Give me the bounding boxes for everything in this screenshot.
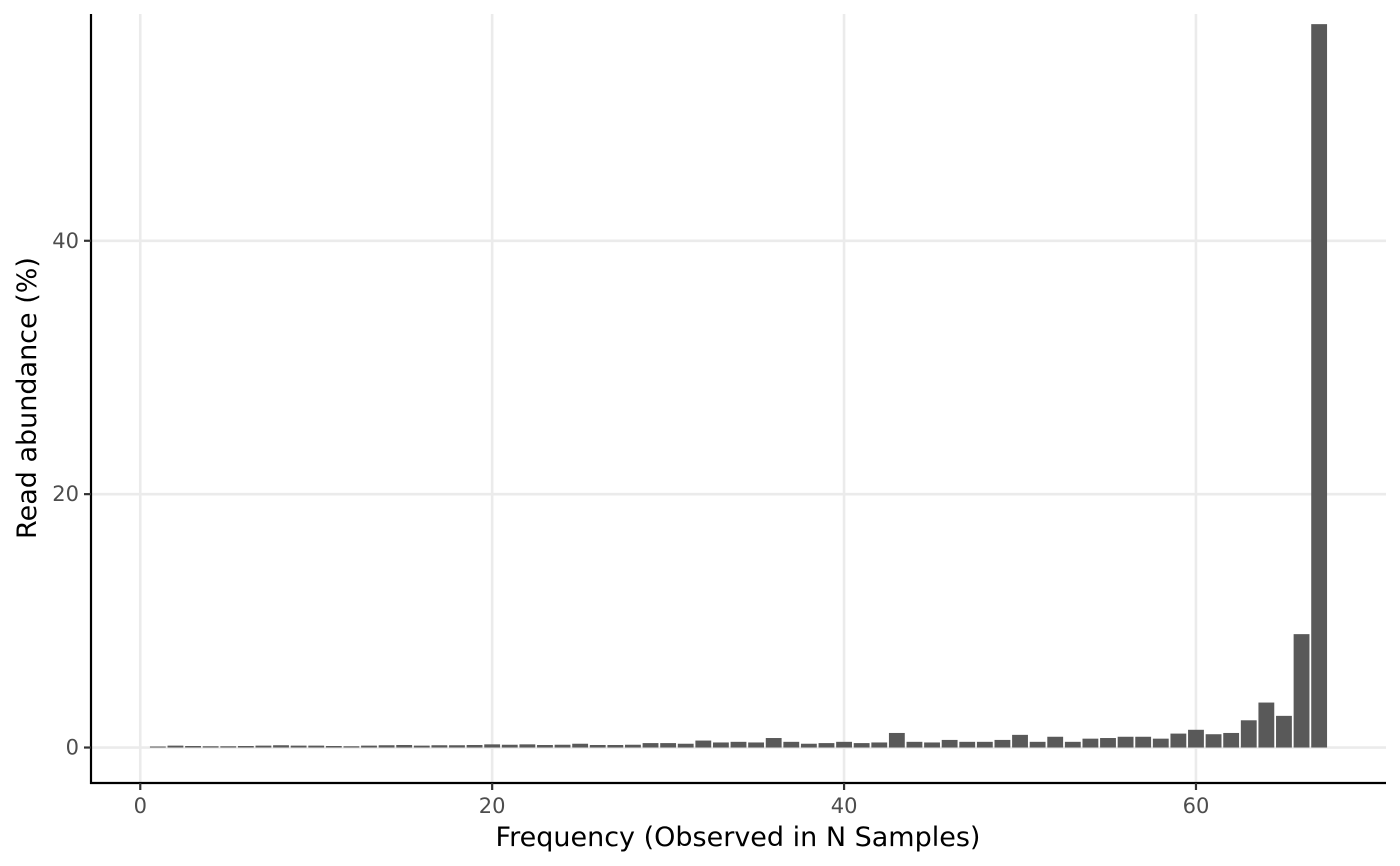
- x-tick-label: 60: [1183, 794, 1210, 818]
- bar: [572, 743, 589, 748]
- bar: [625, 744, 641, 748]
- bar: [1188, 729, 1204, 748]
- axes: [89, 14, 1386, 785]
- bar: [1205, 734, 1222, 748]
- bar: [220, 746, 237, 748]
- bar: [695, 740, 712, 748]
- x-axis-title: Frequency (Observed in N Samples): [496, 822, 981, 853]
- y-tick-label: 40: [52, 229, 79, 253]
- bar: [941, 739, 958, 748]
- bar: [924, 742, 940, 748]
- bar: [1135, 736, 1152, 748]
- bar: [589, 744, 606, 748]
- bars: [149, 24, 1328, 748]
- bar: [519, 744, 536, 748]
- bar: [1170, 733, 1187, 748]
- bar: [202, 746, 219, 748]
- grid-lines: [91, 14, 1386, 783]
- bar: [431, 745, 448, 748]
- bar: [1064, 741, 1081, 748]
- bar: [748, 742, 765, 748]
- bar: [1100, 738, 1116, 748]
- bar: [396, 744, 413, 748]
- bar: [959, 741, 976, 748]
- bar: [484, 744, 501, 748]
- bar: [1311, 24, 1328, 748]
- bar: [871, 742, 888, 748]
- bar: [167, 745, 184, 748]
- bar: [1029, 741, 1046, 748]
- bar: [413, 745, 430, 748]
- bar: [853, 743, 870, 748]
- bar: [888, 732, 905, 748]
- bar: [466, 744, 483, 748]
- bar: [1012, 734, 1028, 748]
- bar: [800, 743, 817, 748]
- bar: [1240, 720, 1257, 748]
- bar: [325, 746, 342, 748]
- bar: [1117, 736, 1134, 748]
- bar: [906, 741, 923, 748]
- bar: [554, 744, 571, 748]
- bar: [1276, 715, 1292, 748]
- bar: [607, 744, 624, 748]
- y-tick-label: 0: [66, 736, 79, 760]
- bar: [449, 745, 465, 748]
- bar: [1293, 634, 1310, 748]
- bar: [642, 743, 659, 748]
- bar: [273, 745, 289, 748]
- bar: [537, 744, 553, 748]
- bar: [149, 746, 166, 748]
- y-tick-label: 20: [52, 482, 79, 506]
- bar: [290, 745, 307, 748]
- bar: [255, 745, 272, 748]
- bar: [660, 743, 677, 748]
- x-ticks: 0 20 40 60: [134, 783, 1210, 818]
- y-ticks: 0 20 40: [52, 229, 91, 760]
- bar: [1223, 732, 1240, 748]
- bar: [818, 743, 835, 748]
- bar: [237, 746, 254, 748]
- bar: [1082, 738, 1099, 748]
- bar: [712, 742, 729, 748]
- bar: [378, 745, 395, 748]
- bar: [783, 741, 800, 748]
- bar: [976, 741, 993, 748]
- bar: [994, 739, 1011, 748]
- bar: [343, 746, 360, 748]
- y-axis-title: Read abundance (%): [12, 257, 43, 539]
- x-tick-label: 20: [479, 794, 506, 818]
- bar: [501, 744, 518, 748]
- bar: [308, 745, 325, 748]
- bar: [1152, 738, 1169, 748]
- bar: [361, 745, 377, 748]
- bar: [836, 741, 852, 748]
- bar: [1047, 736, 1064, 748]
- x-tick-label: 0: [134, 794, 147, 818]
- bar: [677, 743, 694, 748]
- bar: [185, 746, 201, 748]
- bar: [1258, 702, 1275, 748]
- bar: [730, 741, 747, 748]
- bar: [765, 738, 782, 748]
- x-tick-label: 40: [831, 794, 858, 818]
